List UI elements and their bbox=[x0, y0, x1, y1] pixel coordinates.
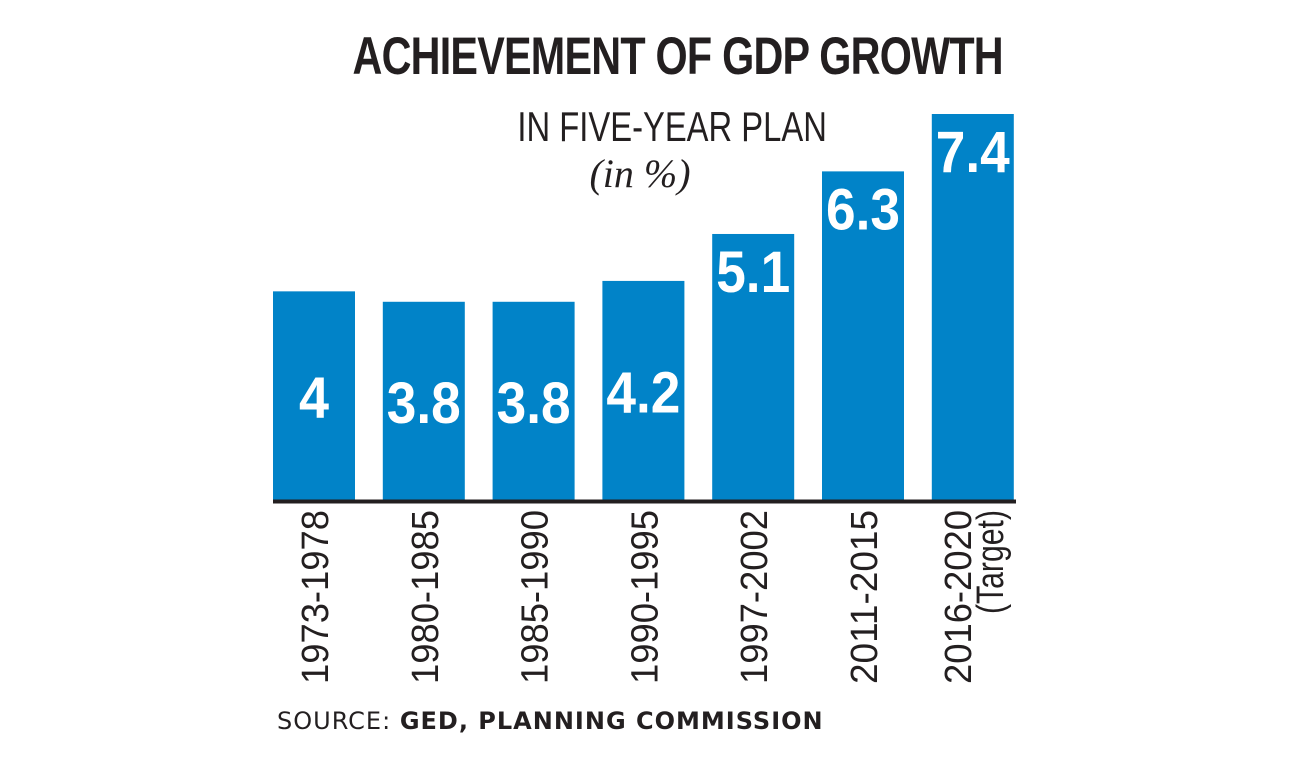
bar bbox=[712, 233, 795, 501]
bar bbox=[273, 291, 355, 500]
category-label: 1990-1995 bbox=[624, 510, 666, 684]
chart-title: ACHIEVEMENT OF GDP GROWTH bbox=[352, 27, 1004, 86]
data-label: 5.1 bbox=[716, 240, 790, 305]
bar bbox=[602, 280, 685, 500]
category-label: 2016-2020 bbox=[938, 510, 980, 684]
chart-unit: (in %) bbox=[589, 151, 691, 196]
data-label: 6.3 bbox=[826, 177, 900, 242]
data-label: 4.2 bbox=[606, 360, 680, 425]
source-prefix: SOURCE: bbox=[277, 707, 400, 735]
source-note: SOURCE: GED, PLANNING COMMISSION bbox=[277, 707, 824, 735]
category-label: (Target) bbox=[970, 510, 1012, 614]
category-label: 1973-1978 bbox=[295, 510, 337, 684]
category-label: 1985-1990 bbox=[515, 510, 557, 684]
source-text: GED, PLANNING COMMISSION bbox=[399, 707, 824, 735]
bar bbox=[382, 301, 465, 500]
category-label: 1997-2002 bbox=[734, 510, 776, 684]
chart-subtitle: IN FIVE-YEAR PLAN bbox=[517, 103, 827, 150]
bar bbox=[931, 114, 1014, 500]
data-label: 4 bbox=[299, 366, 329, 431]
bar bbox=[822, 171, 904, 501]
category-label: 1980-1985 bbox=[405, 510, 447, 684]
data-label: 3.8 bbox=[497, 371, 571, 436]
data-label: 3.8 bbox=[387, 371, 461, 436]
category-label: 2011-2015 bbox=[844, 510, 886, 684]
bar bbox=[492, 301, 575, 500]
data-label: 7.4 bbox=[936, 120, 1010, 185]
